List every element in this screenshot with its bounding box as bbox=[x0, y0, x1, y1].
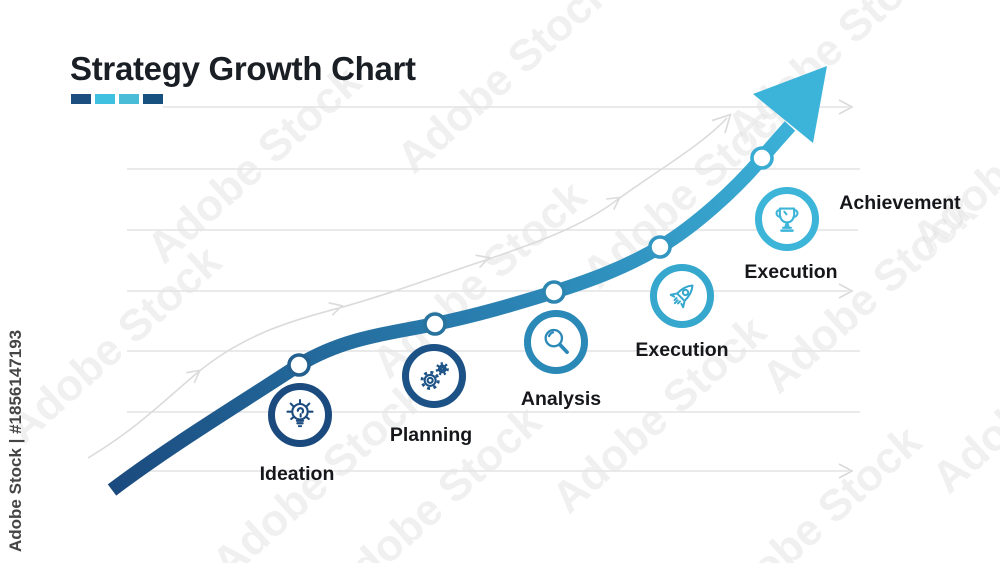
stage-label-execution: Execution bbox=[635, 339, 729, 361]
chevron-right-icon bbox=[838, 463, 854, 479]
chevron-marker-icon bbox=[328, 302, 344, 316]
milestone-dot bbox=[287, 353, 311, 377]
milestone-dot bbox=[648, 235, 672, 259]
grid-line-arrowheads bbox=[838, 99, 854, 479]
stage-circle-ideation bbox=[268, 383, 332, 447]
chevron-marker-icon bbox=[186, 369, 202, 384]
trophy-icon bbox=[775, 207, 799, 232]
growth-curve bbox=[107, 121, 796, 496]
ghost-arrowhead-icon bbox=[711, 113, 732, 134]
page-title: Strategy Growth Chart bbox=[70, 50, 416, 87]
ghost-curve-path bbox=[87, 117, 728, 459]
accent-square bbox=[71, 94, 91, 104]
chevron-marker-icon bbox=[475, 254, 491, 269]
accent-square bbox=[119, 94, 139, 104]
chevron-right-icon bbox=[838, 99, 854, 115]
chevron-right-icon bbox=[838, 283, 854, 299]
lightbulb-icon bbox=[286, 398, 314, 428]
growth-arrowhead bbox=[753, 66, 827, 143]
stage-label-achievement: Achievement bbox=[839, 192, 961, 214]
stage-circle-achievement bbox=[755, 187, 819, 251]
gears-icon bbox=[420, 362, 449, 390]
magnifier-icon bbox=[544, 328, 569, 354]
rocket-icon bbox=[669, 284, 694, 309]
stage-label-execution-2: Execution bbox=[744, 261, 838, 283]
accent-square bbox=[95, 94, 115, 104]
milestone-dot bbox=[423, 312, 447, 336]
milestone-dot bbox=[542, 280, 566, 304]
trend-ghost-curve bbox=[87, 113, 732, 459]
stage-label-analysis: Analysis bbox=[520, 388, 602, 410]
stage-circle-execution bbox=[650, 264, 714, 328]
milestone-dots bbox=[287, 146, 774, 377]
stage-circle-analysis bbox=[524, 310, 588, 374]
grid-lines bbox=[127, 106, 860, 472]
stage-label-planning: Planning bbox=[389, 424, 473, 446]
milestone-dot bbox=[750, 146, 774, 170]
title-accent-squares bbox=[71, 94, 163, 104]
chevron-marker-icon bbox=[606, 196, 622, 210]
accent-square bbox=[143, 94, 163, 104]
adobe-stock-id-watermark: Adobe Stock | #1856147193 bbox=[6, 329, 25, 552]
stage-label-ideation: Ideation bbox=[259, 463, 335, 485]
stage-circle-planning bbox=[402, 344, 466, 408]
